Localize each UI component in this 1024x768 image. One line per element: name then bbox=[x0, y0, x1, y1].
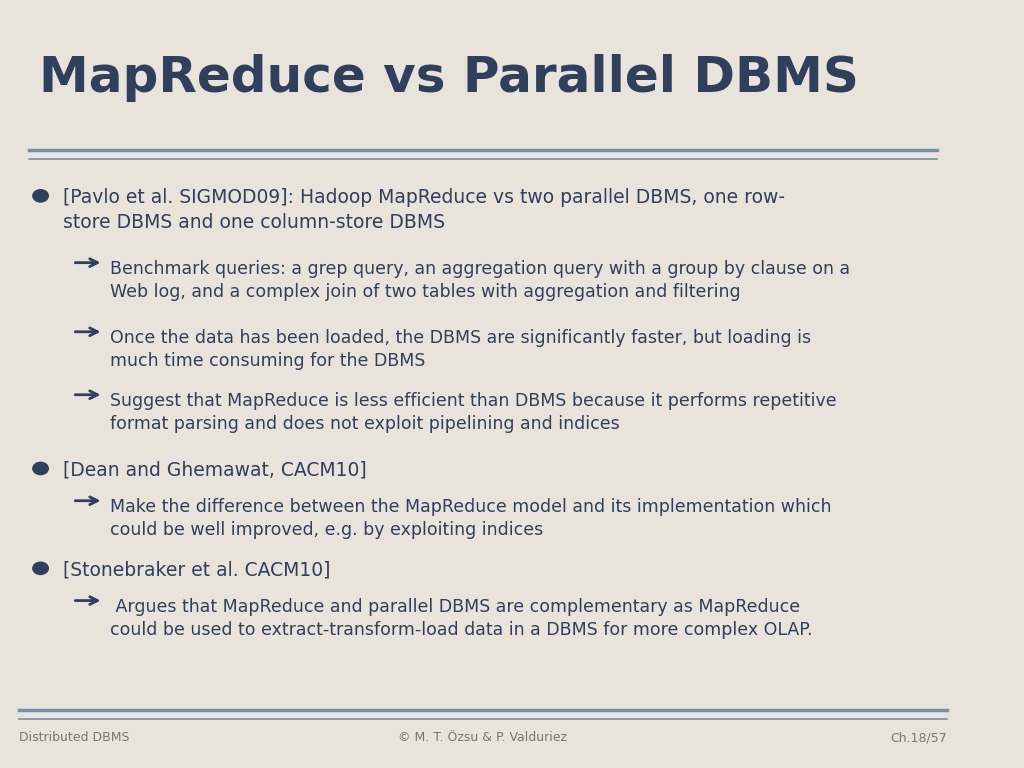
Text: Make the difference between the MapReduce model and its implementation which
cou: Make the difference between the MapReduc… bbox=[111, 498, 831, 539]
Text: Benchmark queries: a grep query, an aggregation query with a group by clause on : Benchmark queries: a grep query, an aggr… bbox=[111, 260, 850, 301]
Text: Once the data has been loaded, the DBMS are significantly faster, but loading is: Once the data has been loaded, the DBMS … bbox=[111, 329, 811, 370]
Text: Suggest that MapReduce is less efficient than DBMS because it performs repetitiv: Suggest that MapReduce is less efficient… bbox=[111, 392, 837, 433]
Text: Argues that MapReduce and parallel DBMS are complementary as MapReduce
could be : Argues that MapReduce and parallel DBMS … bbox=[111, 598, 813, 639]
Text: [Pavlo et al. SIGMOD09]: Hadoop MapReduce vs two parallel DBMS, one row-
store D: [Pavlo et al. SIGMOD09]: Hadoop MapReduc… bbox=[62, 188, 784, 232]
Text: Distributed DBMS: Distributed DBMS bbox=[19, 731, 130, 744]
Circle shape bbox=[33, 562, 48, 574]
Circle shape bbox=[33, 462, 48, 475]
Text: © M. T. Özsu & P. Valduriez: © M. T. Özsu & P. Valduriez bbox=[398, 731, 567, 744]
Text: Ch.18/57: Ch.18/57 bbox=[890, 731, 946, 744]
Text: [Stonebraker et al. CACM10]: [Stonebraker et al. CACM10] bbox=[62, 561, 331, 580]
Circle shape bbox=[33, 190, 48, 202]
Text: MapReduce vs Parallel DBMS: MapReduce vs Parallel DBMS bbox=[39, 54, 858, 102]
Text: [Dean and Ghemawat, CACM10]: [Dean and Ghemawat, CACM10] bbox=[62, 461, 367, 480]
